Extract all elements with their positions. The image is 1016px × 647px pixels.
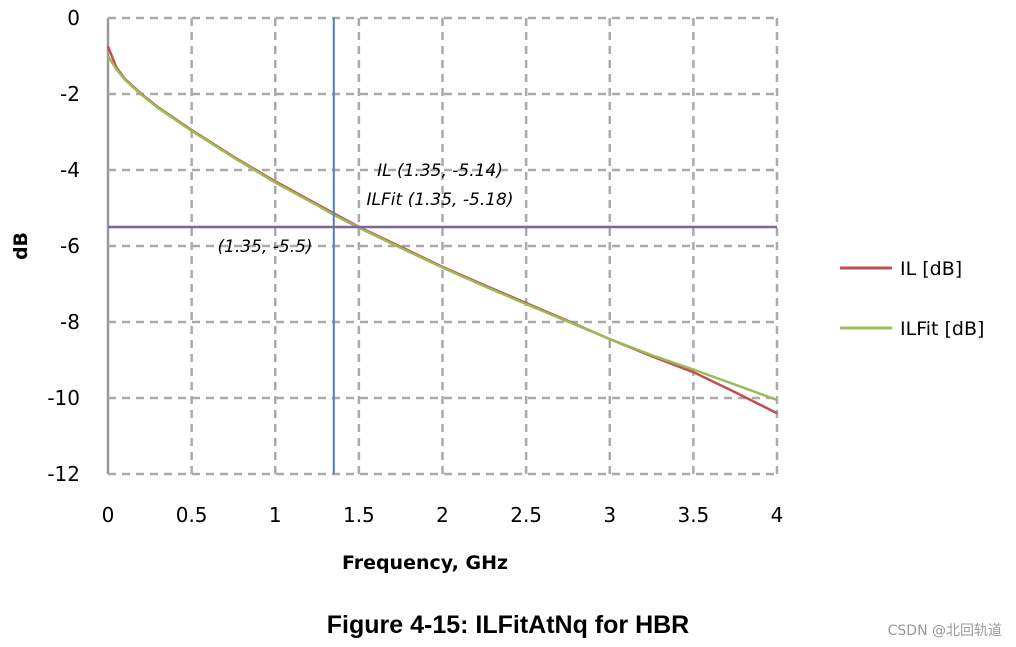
y-tick-label: -6 <box>60 234 80 258</box>
legend-label-il: IL [dB] <box>900 258 962 280</box>
y-tick-label: -8 <box>60 310 80 334</box>
x-tick-label: 0 <box>102 503 115 527</box>
tick-labels: 0 0.5 1 1.5 2 2.5 3 3.5 4 0 -2 -4 -6 -8 -10 -12 <box>47 6 783 527</box>
y-tick-label: -2 <box>60 82 80 106</box>
watermark: CSDN @北回轨道 <box>887 623 1002 639</box>
x-tick-label: 2 <box>436 503 449 527</box>
x-tick-label: 1 <box>269 503 282 527</box>
legend-label-ilfit: ILFit [dB] <box>900 318 984 340</box>
y-axis-label: dB <box>10 232 32 260</box>
x-tick-label: 3 <box>603 503 616 527</box>
y-tick-label: -10 <box>47 386 80 410</box>
x-tick-label: 4 <box>771 503 784 527</box>
x-tick-label: 2.5 <box>510 503 542 527</box>
x-tick-label: 1.5 <box>343 503 375 527</box>
figure-caption: Figure 4-15: ILFitAtNq for HBR <box>326 611 690 639</box>
x-tick-label: 0.5 <box>176 503 208 527</box>
x-tick-label: 3.5 <box>677 503 709 527</box>
line-chart: 0 0.5 1 1.5 2 2.5 3 3.5 4 0 -2 -4 -6 -8 -10 -12 Frequen… <box>10 6 984 574</box>
annotation-ilfit: ILFit (1.35, -5.18) <box>367 190 514 210</box>
y-tick-label: -12 <box>47 462 80 486</box>
y-tick-label: 0 <box>67 6 80 30</box>
legend: IL [dB] ILFit [dB] <box>840 258 984 340</box>
y-tick-label: -4 <box>60 158 80 182</box>
reference-lines <box>108 18 777 474</box>
annotation-reference: (1.35, -5.5) <box>217 237 312 257</box>
grid <box>106 16 779 476</box>
annotation-il: IL (1.35, -5.14) <box>377 161 503 181</box>
x-axis-label: Frequency, GHz <box>342 552 508 574</box>
